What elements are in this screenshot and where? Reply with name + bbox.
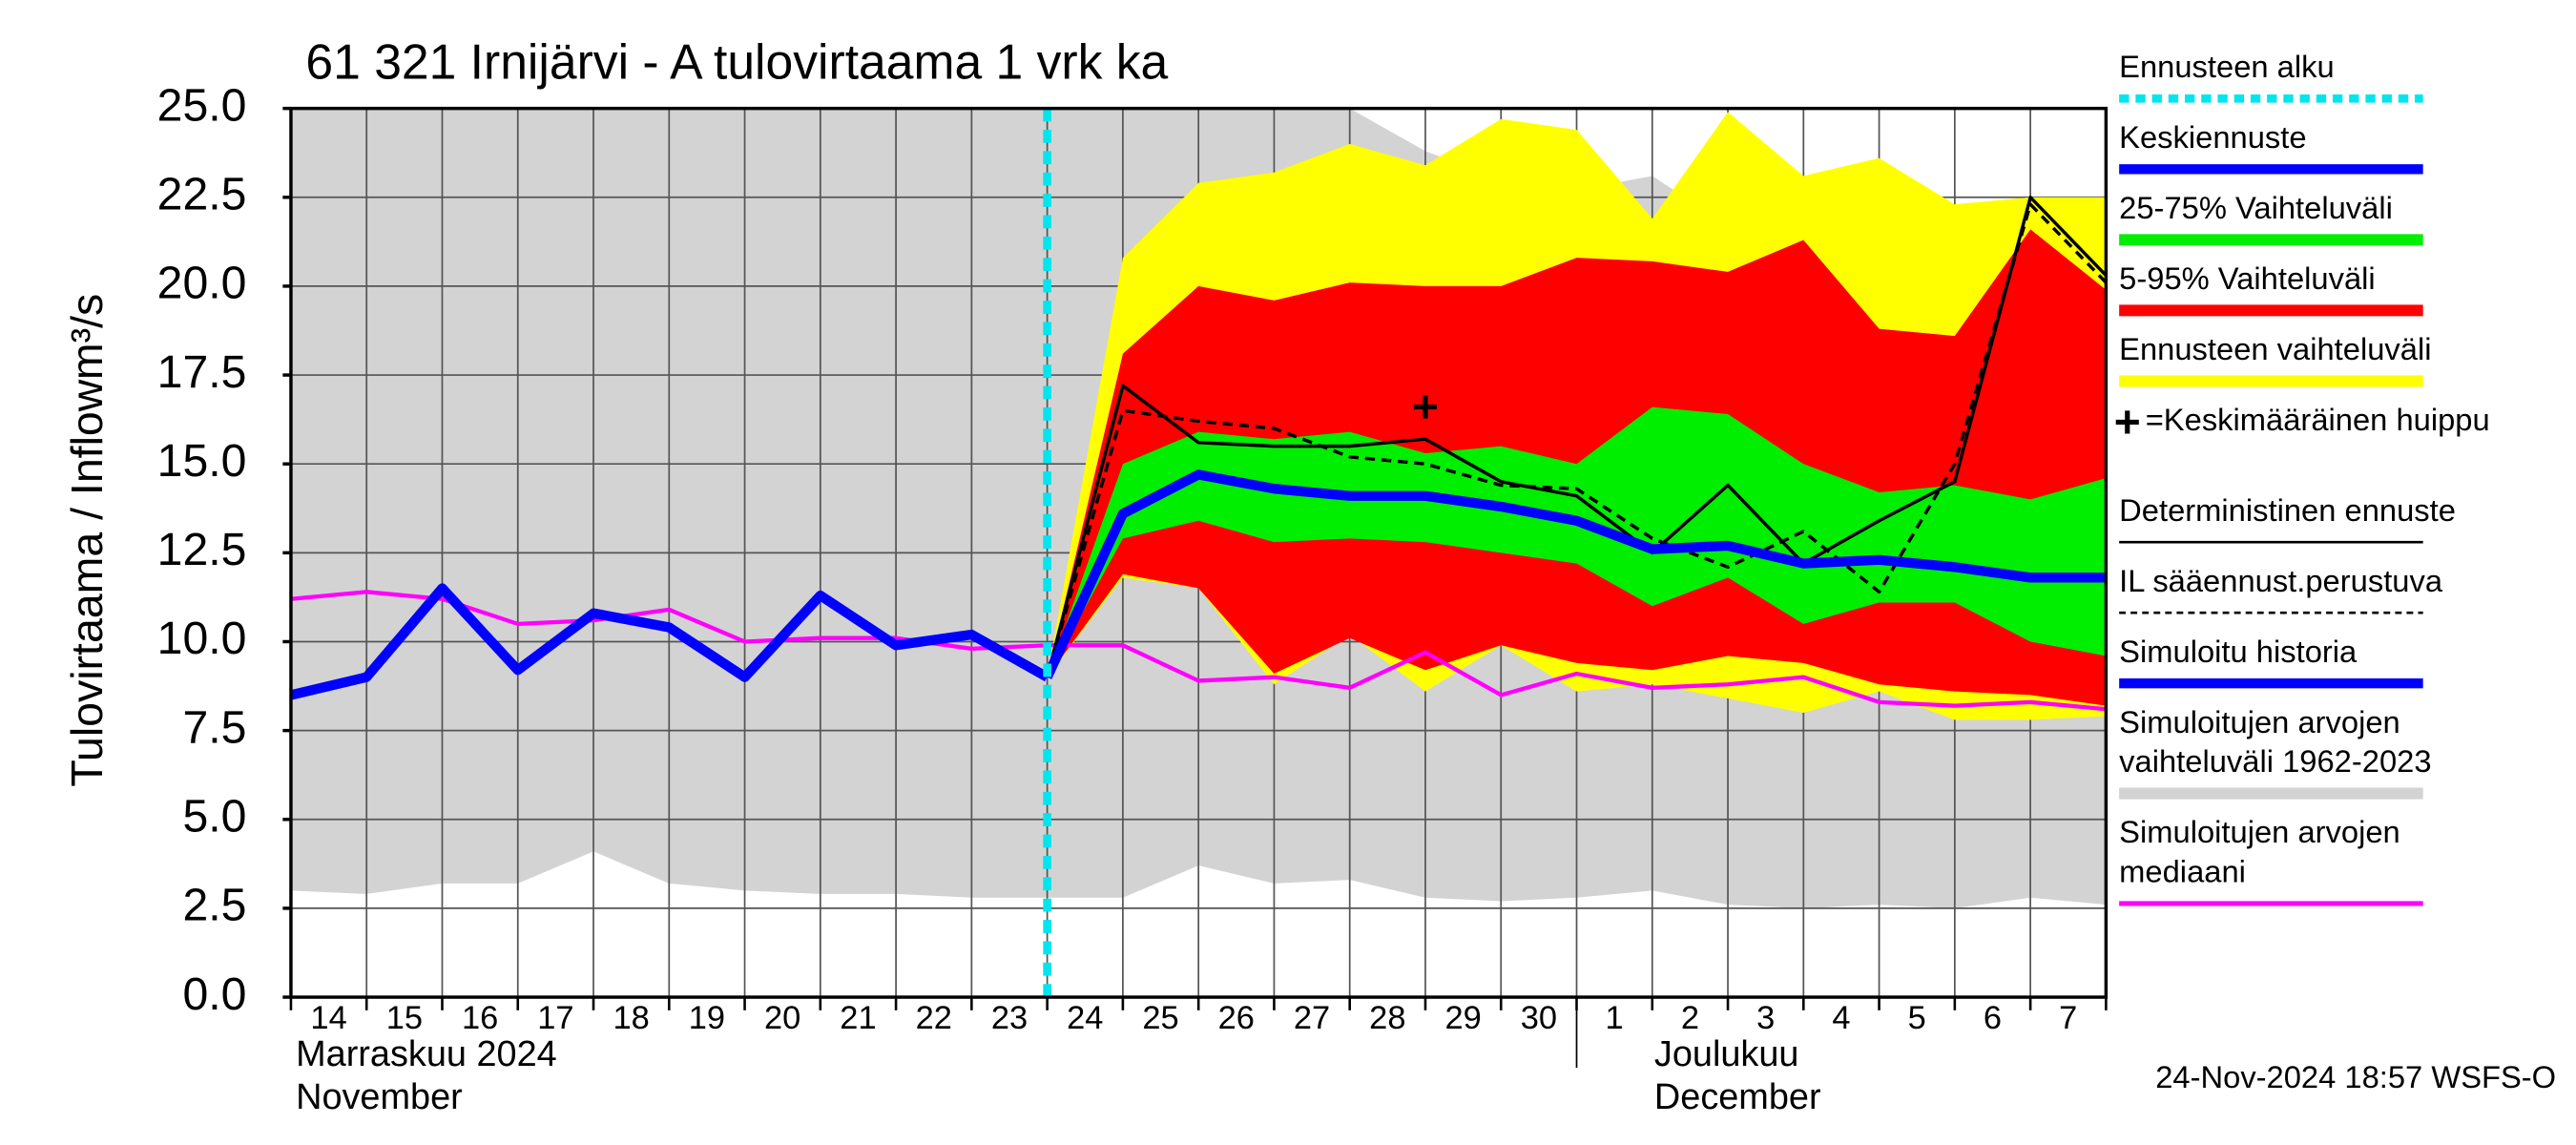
x-tick-label: 1 <box>1606 1000 1624 1036</box>
x-tick-label: 20 <box>764 1000 800 1036</box>
legend-label: 25-75% Vaihteluväli <box>2119 192 2393 227</box>
x-tick-label: 6 <box>1984 1000 2002 1036</box>
legend-entry: 25-75% Vaihteluväli <box>2119 192 2393 227</box>
x-tick-label: 15 <box>386 1000 423 1036</box>
legend-label: 5-95% Vaihteluväli <box>2119 262 2376 298</box>
axes-layer: 0.0 2.5 5.0 7.5 10.0 12.5 15.0 17.5 20.0 22.5 25.0… <box>157 79 2109 1069</box>
x-tick-label: 29 <box>1444 1000 1481 1036</box>
x-tick-label: 21 <box>840 1000 876 1036</box>
legend-entry: 5-95% Vaihteluväli <box>2119 262 2376 298</box>
legend-label: Ennusteen alku <box>2119 51 2335 86</box>
legend-label: Keskiennuste <box>2119 121 2307 156</box>
legend-entry: Ennusteen alku <box>2119 51 2335 86</box>
legend-plus <box>2115 410 2139 434</box>
x-tick-label: 16 <box>462 1000 498 1036</box>
y-tick-label: 15.0 <box>157 435 247 487</box>
y-tick-label: 10.0 <box>157 613 247 664</box>
legend-label: Deterministinen ennuste <box>2119 494 2456 530</box>
y-tick-label: 2.5 <box>182 880 246 931</box>
month-label: Marraskuu 2024 <box>296 1034 557 1074</box>
legend: Ennusteen alku Keskiennuste 25-75% Vaihtel… <box>2115 51 2490 906</box>
x-tick-label: 17 <box>537 1000 573 1036</box>
x-tick-label: 30 <box>1521 1000 1557 1036</box>
band-area <box>1047 406 2107 677</box>
legend-label: Ennusteen vaihteluväli <box>2119 333 2432 368</box>
x-tick-label: 18 <box>613 1000 650 1036</box>
x-tick-label: 27 <box>1294 1000 1330 1036</box>
legend-label: Simuloitujen arvojen vaihteluväli 1962-2… <box>2119 706 2432 781</box>
series-line <box>1045 202 2108 678</box>
timestamp: 24-Nov-2024 18:57 WSFS-O <box>2155 1059 2556 1094</box>
x-tick-label: 19 <box>689 1000 725 1036</box>
x-tick-label: 4 <box>1832 1000 1850 1036</box>
legend-entry: Ennusteen vaihteluväli <box>2119 333 2432 368</box>
y-tick-label: 20.0 <box>157 258 247 309</box>
y-axis-unit: m³/s <box>62 294 112 380</box>
peak-marker <box>1413 395 1438 419</box>
x-tick-label: 26 <box>1218 1000 1255 1036</box>
data-layer <box>289 108 2108 998</box>
y-tick-label: 5.0 <box>182 791 246 843</box>
legend-entry: Simuloitujen arvojen vaihteluväli 1962-2… <box>2119 706 2432 781</box>
y-tick-label: 7.5 <box>182 701 246 753</box>
series-line <box>1042 469 2107 679</box>
legend-entry: Simuloitu historia <box>2119 635 2358 671</box>
legend-label: IL sääennust.perustuva <box>2119 565 2443 600</box>
month-label: November <box>296 1077 463 1117</box>
x-tick-label: 5 <box>1908 1000 1926 1036</box>
x-tick-label: 28 <box>1369 1000 1405 1036</box>
x-tick-label: 14 <box>310 1000 346 1036</box>
series-line <box>289 583 1050 700</box>
y-axis-label: Tulovirtaama / Inflow <box>62 379 112 786</box>
y-tick-label: 17.5 <box>157 346 247 398</box>
y-tick-label: 22.5 <box>157 169 247 220</box>
series-line <box>1045 196 2108 678</box>
x-tick-label: 23 <box>991 1000 1028 1036</box>
legend-entry: Simuloitujen arvojen mediaani <box>2119 816 2400 891</box>
month-label: Joulukuu <box>1654 1034 1799 1074</box>
y-tick-label: 25.0 <box>157 79 247 131</box>
x-tick-label: 3 <box>1756 1000 1775 1036</box>
legend-entry: Deterministinen ennuste <box>2119 494 2456 530</box>
legend-label: Simuloitujen arvojen mediaani <box>2119 816 2400 891</box>
legend-label: Simuloitu historia <box>2119 635 2358 671</box>
x-tick-label: 2 <box>1681 1000 1699 1036</box>
legend-entry: IL sääennust.perustuva <box>2119 565 2443 600</box>
month-label: December <box>1654 1077 1821 1117</box>
x-tick-label: 24 <box>1067 1000 1103 1036</box>
legend-entry: Keskiennuste <box>2119 121 2307 156</box>
y-tick-label: 12.5 <box>157 524 247 575</box>
chart-title: 61 321 Irnijärvi - A tulovirtaama 1 vrk … <box>305 34 1168 90</box>
legend-label: =Keskimääräinen huippu <box>2145 404 2490 439</box>
x-tick-label: 25 <box>1142 1000 1178 1036</box>
legend-entry: =Keskimääräinen huippu <box>2145 404 2490 439</box>
series-line <box>290 590 2107 712</box>
x-tick-label: 7 <box>2059 1000 2077 1036</box>
x-tick-label: 22 <box>916 1000 952 1036</box>
y-tick-label: 0.0 <box>182 968 246 1020</box>
